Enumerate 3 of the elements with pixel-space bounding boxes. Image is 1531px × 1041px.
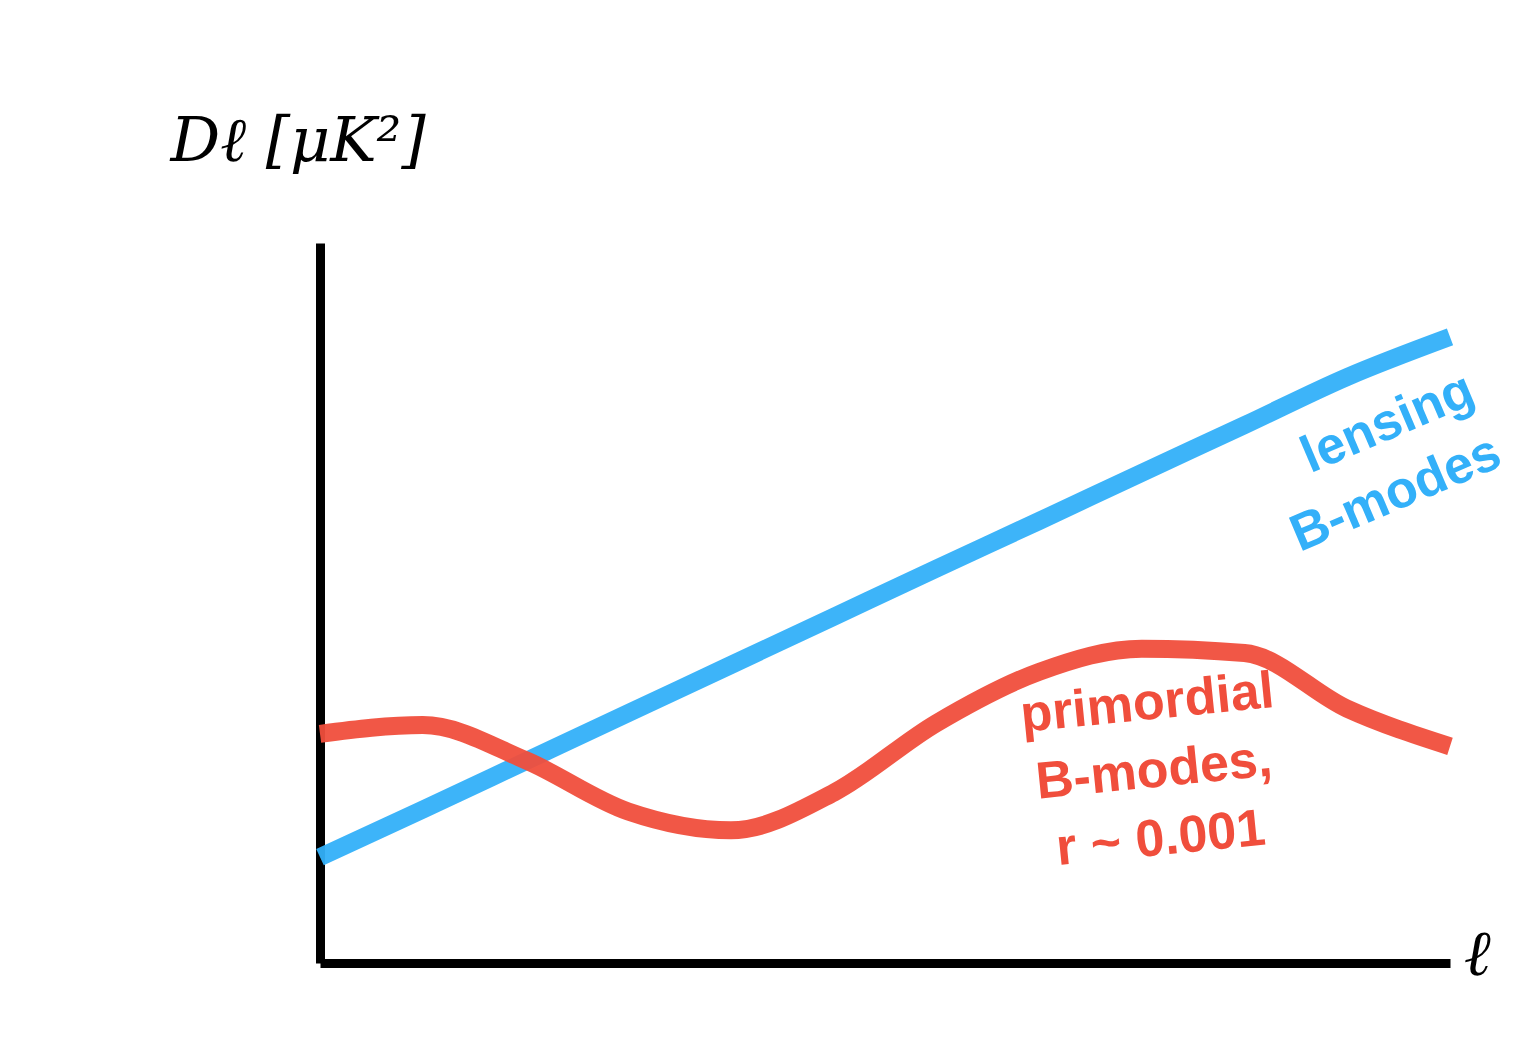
x-axis-title: ℓ [1463,915,1491,990]
text: primordial B-modes, r ~ 0.001 [1017,659,1277,877]
y-axis-title: Dℓ [μK²] [169,102,427,176]
